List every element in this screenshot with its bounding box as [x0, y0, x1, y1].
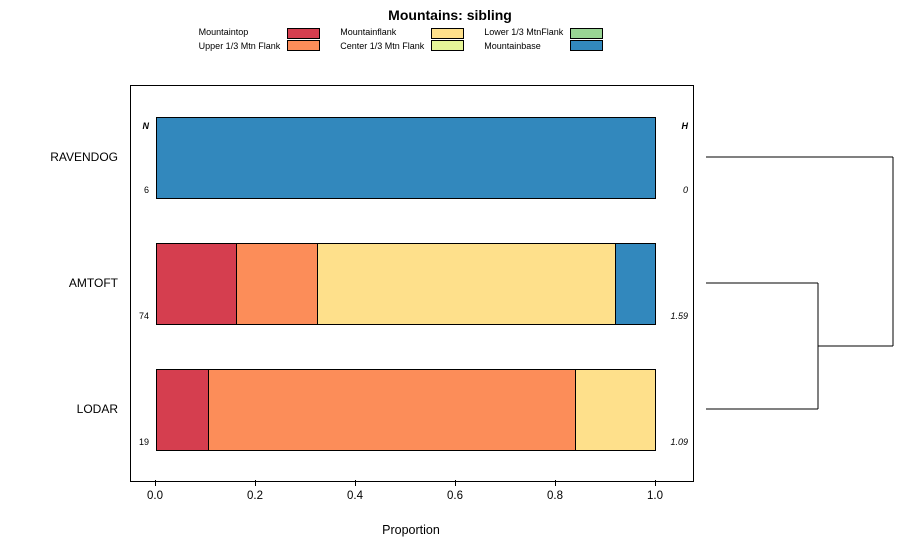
- legend-swatches: [431, 28, 465, 52]
- plot-area: 6 0 74 1.59 19 1.09 N H: [130, 85, 694, 482]
- x-tick: [655, 480, 656, 486]
- legend-swatches: [287, 28, 321, 52]
- x-tick-label: 0.6: [447, 490, 463, 502]
- bar-segment: [156, 117, 656, 199]
- legend-swatch: [287, 28, 321, 39]
- legend-label: Mountaintop: [198, 27, 249, 37]
- legend-labels: Mountainflank Center 1/3 Mtn Flank: [340, 27, 424, 52]
- h-value: 1.59: [670, 311, 688, 321]
- n-value: 74: [138, 311, 149, 321]
- x-tick: [455, 480, 456, 486]
- y-axis-label: RAVENDOG: [50, 150, 118, 164]
- n-header: N: [142, 121, 150, 131]
- x-tick-label: 0.4: [347, 490, 363, 502]
- x-tick: [255, 480, 256, 486]
- legend-label: Center 1/3 Mtn Flank: [340, 41, 425, 51]
- h-header: H: [681, 121, 689, 131]
- x-tick: [155, 480, 156, 486]
- dendrogram: [706, 156, 894, 410]
- bar-segment: [615, 243, 656, 325]
- legend-label: Mountainbase: [484, 41, 541, 51]
- bar-segment: [576, 369, 656, 451]
- legend-label: Upper 1/3 Mtn Flank: [198, 41, 281, 51]
- x-tick-label: 0.8: [547, 490, 563, 502]
- h-value: 0: [682, 185, 688, 195]
- legend-swatch: [287, 40, 321, 51]
- bar-segment: [156, 369, 209, 451]
- x-axis-label: Proportion: [382, 523, 440, 537]
- legend-labels: Mountaintop Upper 1/3 Mtn Flank: [199, 27, 281, 52]
- n-value: 6: [143, 185, 149, 195]
- x-tick-label: 0.2: [247, 490, 263, 502]
- bar-segment: [318, 243, 616, 325]
- x-tick-label: 1.0: [647, 490, 663, 502]
- chart-title: Mountains: sibling: [388, 7, 512, 23]
- legend-labels: Lower 1/3 MtnFlank Mountainbase: [484, 27, 563, 52]
- h-value: 1.09: [670, 437, 688, 447]
- legend-swatches: [570, 28, 604, 52]
- x-tick-label: 0.0: [147, 490, 163, 502]
- n-value: 19: [138, 437, 149, 447]
- legend-swatch: [431, 40, 465, 51]
- bar-segment: [208, 369, 576, 451]
- legend-swatch: [570, 28, 604, 39]
- legend-swatch: [570, 40, 604, 51]
- legend-swatch: [431, 28, 465, 39]
- legend: Mountaintop Upper 1/3 Mtn Flank Mountainfl…: [130, 27, 692, 52]
- bar-segment: [156, 243, 237, 325]
- y-axis-label: LODAR: [76, 402, 118, 416]
- y-axis-label: AMTOFT: [68, 276, 118, 290]
- x-tick: [555, 480, 556, 486]
- x-tick: [355, 480, 356, 486]
- legend-label: Mountainflank: [340, 27, 397, 37]
- legend-label: Lower 1/3 MtnFlank: [484, 27, 564, 37]
- bar-segment: [237, 243, 318, 325]
